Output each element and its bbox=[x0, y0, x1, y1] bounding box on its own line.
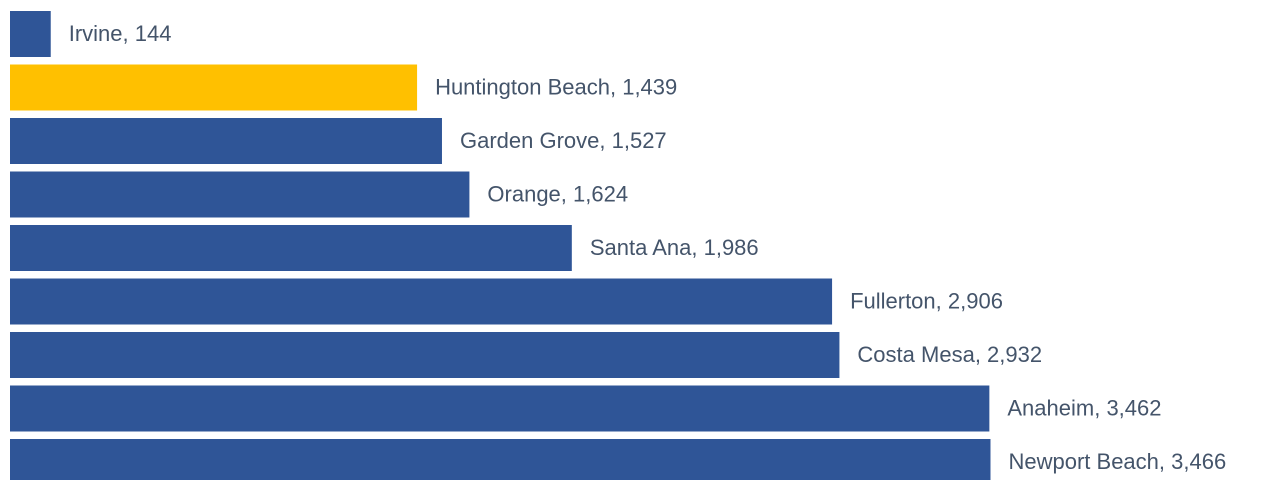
category-label: Anaheim bbox=[1007, 395, 1094, 420]
value-label: 3,462 bbox=[1106, 395, 1161, 420]
value-label: 144 bbox=[135, 21, 172, 46]
bar bbox=[10, 11, 51, 57]
data-label: Orange, 1,624 bbox=[487, 181, 628, 206]
data-label: Irvine, 144 bbox=[69, 21, 172, 46]
label-separator: , bbox=[1159, 449, 1171, 474]
category-label: Costa Mesa bbox=[857, 342, 975, 367]
data-label: Anaheim, 3,462 bbox=[1007, 395, 1161, 420]
data-label: Garden Grove, 1,527 bbox=[460, 128, 667, 153]
label-separator: , bbox=[936, 288, 948, 313]
value-label: 1,986 bbox=[704, 235, 759, 260]
label-separator: , bbox=[975, 342, 987, 367]
label-separator: , bbox=[123, 21, 135, 46]
category-label: Santa Ana bbox=[590, 235, 692, 260]
bar bbox=[10, 385, 990, 432]
bar bbox=[10, 171, 470, 218]
category-label: Huntington Beach bbox=[435, 74, 610, 99]
data-label: Fullerton, 2,906 bbox=[850, 288, 1003, 313]
bar bbox=[10, 118, 442, 164]
bar bbox=[10, 439, 991, 480]
category-label: Fullerton bbox=[850, 288, 936, 313]
category-label: Garden Grove bbox=[460, 128, 599, 153]
label-separator: , bbox=[691, 235, 703, 260]
value-label: 1,527 bbox=[612, 128, 667, 153]
bar bbox=[10, 225, 572, 271]
label-separator: , bbox=[599, 128, 611, 153]
data-label: Newport Beach, 3,466 bbox=[1008, 449, 1226, 474]
category-label: Irvine bbox=[69, 21, 123, 46]
data-label: Huntington Beach, 1,439 bbox=[435, 74, 677, 99]
category-label: Newport Beach bbox=[1008, 449, 1158, 474]
label-separator: , bbox=[1094, 395, 1106, 420]
value-label: 1,624 bbox=[573, 181, 628, 206]
data-label: Costa Mesa, 2,932 bbox=[857, 342, 1042, 367]
bar bbox=[10, 332, 840, 378]
bar bbox=[10, 64, 418, 111]
bar bbox=[10, 278, 833, 325]
label-separator: , bbox=[610, 74, 622, 99]
label-separator: , bbox=[561, 181, 573, 206]
value-label: 3,466 bbox=[1171, 449, 1226, 474]
value-label: 2,932 bbox=[987, 342, 1042, 367]
data-label: Santa Ana, 1,986 bbox=[590, 235, 759, 260]
category-label: Orange bbox=[487, 181, 560, 206]
value-label: 1,439 bbox=[622, 74, 677, 99]
value-label: 2,906 bbox=[948, 288, 1003, 313]
